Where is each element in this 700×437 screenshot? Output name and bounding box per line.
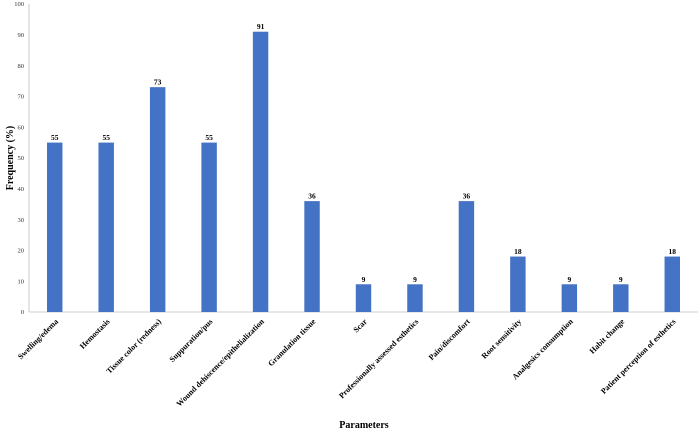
bar-value-label: 55 (205, 133, 213, 142)
bar (355, 284, 372, 312)
y-tick-label: 50 (18, 155, 25, 162)
data-labels: 55 55 73 55 91 36 9 9 36 18 9 9 18 (51, 22, 676, 284)
bar-value-label: 36 (308, 192, 316, 201)
bar-value-label: 55 (51, 133, 59, 142)
x-tick-label: Pain/discomfort (427, 317, 472, 362)
bar (407, 284, 423, 312)
x-tick-label: Suppuration/pus (168, 317, 215, 364)
bar-value-label: 18 (669, 247, 677, 256)
bar (664, 256, 680, 312)
y-tick-label: 60 (18, 124, 25, 131)
x-tick-label: Habit change (588, 317, 627, 356)
bar-value-label: 36 (463, 192, 471, 201)
x-tick-label: Scar (352, 317, 370, 335)
bar (304, 201, 320, 312)
bar-value-label: 55 (102, 133, 110, 142)
bar (149, 87, 166, 312)
bar (47, 142, 63, 312)
y-tick-label: 20 (18, 248, 25, 255)
bar (510, 256, 526, 312)
y-tick-label: 0 (21, 309, 24, 316)
y-tick-label: 70 (18, 94, 25, 101)
bar-value-label: 9 (413, 275, 417, 284)
bars (47, 31, 680, 312)
y-tick-labels: 0 10 20 30 40 50 60 70 80 90 100 (14, 1, 24, 316)
x-tick-label: Wound dehiscence/epithelialization (175, 317, 267, 409)
axes (28, 4, 698, 313)
bar (98, 142, 114, 312)
y-tick-label: 10 (18, 278, 25, 285)
bar-value-label: 9 (362, 275, 366, 284)
y-tick-label: 90 (18, 32, 25, 39)
x-tick-label: Root sensitivity (480, 317, 524, 361)
x-tick-label: Granulation tissue (266, 317, 317, 368)
x-tick-label: Professionally assessed esthetics (337, 317, 420, 400)
x-tick-label: Swelling/edema (16, 317, 60, 361)
bar (458, 201, 475, 312)
bar-value-label: 9 (567, 275, 571, 284)
bar (613, 284, 629, 312)
x-tick-label: Hemostasis (78, 317, 112, 351)
y-tick-label: 40 (18, 186, 25, 193)
bar-value-label: 9 (619, 275, 623, 284)
bar-value-label: 73 (154, 78, 162, 87)
bar (201, 142, 217, 312)
x-axis-title: Parameters (339, 420, 389, 431)
y-axis-title: Frequency (%) (5, 126, 16, 191)
bar (252, 31, 269, 312)
y-tick-label: 30 (18, 217, 25, 224)
x-tick-label: Tissue color (redness) (105, 317, 164, 376)
y-tick-label: 100 (14, 1, 24, 8)
bar-value-label: 91 (257, 22, 265, 31)
bar (561, 284, 578, 312)
bar-value-label: 18 (514, 247, 522, 256)
y-tick-label: 80 (18, 63, 25, 70)
